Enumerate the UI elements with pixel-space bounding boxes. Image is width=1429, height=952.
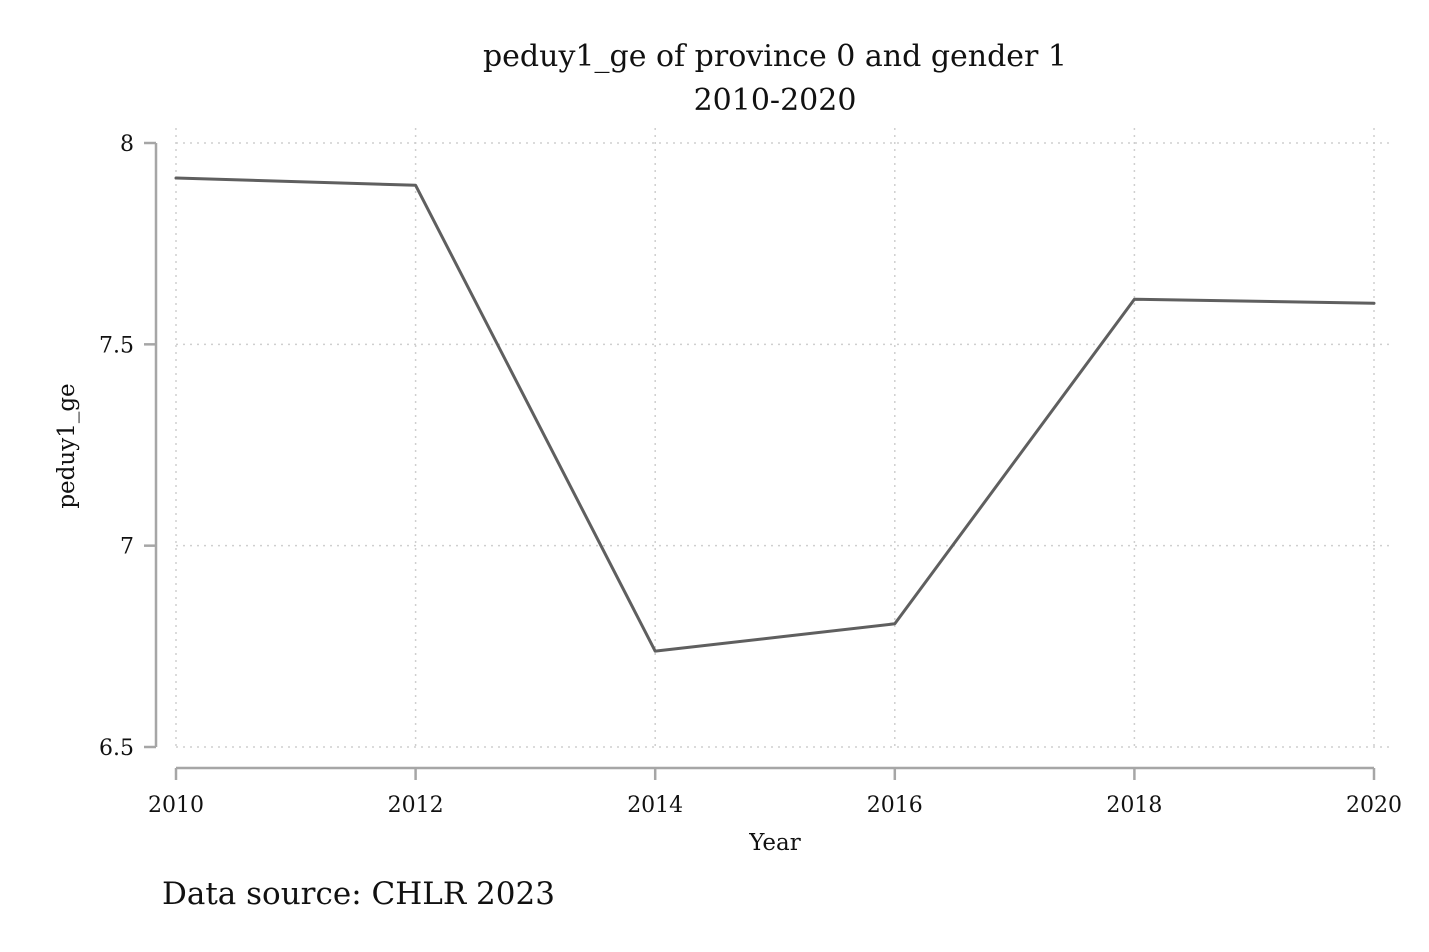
y-tick-label-3: 8 (120, 132, 134, 157)
y-tick-label-1: 7 (120, 535, 134, 560)
series-line-0 (174, 176, 1376, 653)
axes-layer (154, 143, 1374, 770)
data-source-note: Data source: CHLR 2023 (162, 876, 555, 912)
x-tick-label-5: 2020 (1346, 793, 1402, 818)
x-tick-label-3: 2016 (867, 793, 923, 818)
ticks-layer: 6.5 7 7.5 8 2010 2012 2014 2016 2018 2020 (99, 132, 1402, 818)
y-tick-label-0: 6.5 (99, 736, 134, 761)
y-tick-label-2: 7.5 (99, 333, 134, 358)
x-tick-label-4: 2018 (1106, 793, 1162, 818)
x-tick-label-2: 2014 (627, 793, 683, 818)
series-layer (174, 176, 1376, 653)
x-axis-label: Year (748, 830, 801, 856)
x-tick-label-1: 2012 (388, 793, 444, 818)
y-axis-label: peduy1_ge (54, 383, 80, 508)
x-tick-label-0: 2010 (148, 793, 204, 818)
chart-title: peduy1_ge of province 0 and gender 1 (483, 39, 1067, 74)
grid-layer (175, 128, 1390, 748)
chart-subtitle: 2010-2020 (694, 83, 857, 118)
